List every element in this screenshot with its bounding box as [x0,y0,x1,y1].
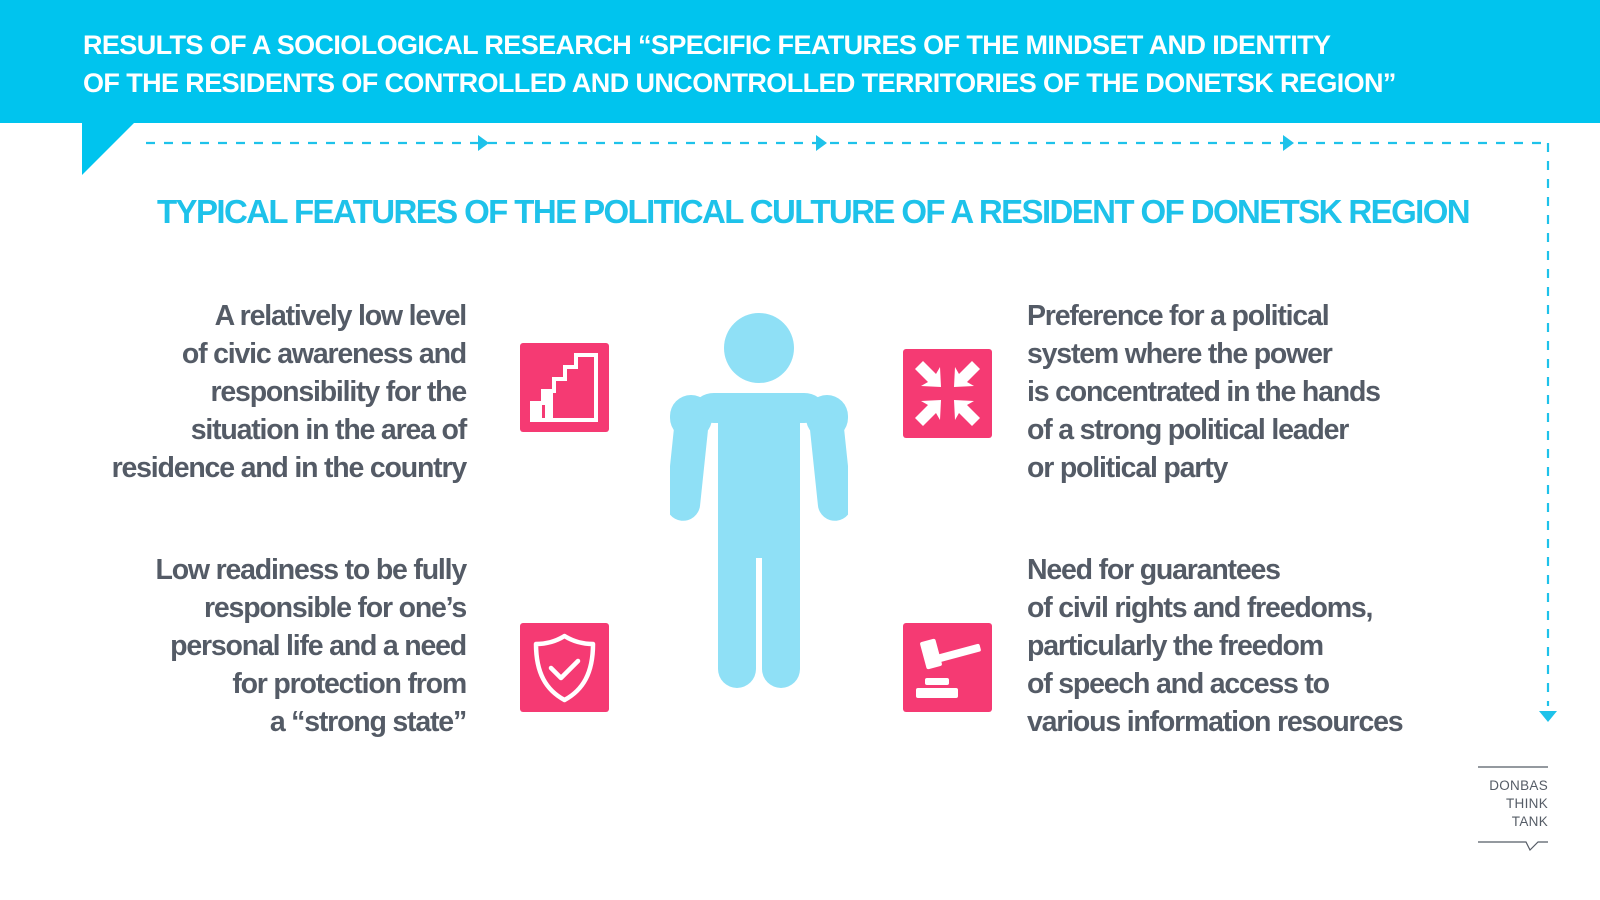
feature-line: various information resources [1027,706,1404,738]
logo-text: DONBAS THINK TANK [1489,777,1548,831]
flow-arrow-icon [816,135,827,151]
section-title: TYPICAL FEATURES OF THE POLITICAL CULTUR… [157,193,1471,230]
feature-line: of civil rights and freedoms, [1027,592,1373,624]
feature-line: of a strong political leader [1027,414,1349,446]
donbas-think-tank-logo: DONBAS THINK TANK [1478,766,1548,856]
feature-line: of civic awareness and [181,338,467,370]
feature-line: Preference for a political [1027,300,1330,332]
flow-arrow-icon [478,135,489,151]
gavel-icon [903,623,992,712]
logo-line: TANK [1511,814,1548,829]
feature-line: of speech and access to [1027,668,1330,700]
shield-check-icon [520,623,609,712]
feature-line: situation in the area of [190,414,467,446]
header-banner: RESULTS OF A SOCIOLOGICAL RESEARCH “SPEC… [0,0,1600,123]
feature-line: responsible for one’s [204,592,467,624]
feature-line: residence and in the country [111,452,468,484]
feature-line: Low readiness to be fully [155,554,468,586]
header-title: RESULTS OF A SOCIOLOGICAL RESEARCH “SPEC… [83,26,1533,102]
converging-arrows-icon [903,349,992,438]
feature-line: Need for guarantees [1027,554,1281,586]
feature-line: responsibility for the [210,376,468,408]
feature-civil-rights: Need for guarantees of civil rights and … [1027,551,1404,741]
logo-line: DONBAS [1489,778,1548,793]
feature-line: personal life and a need [170,630,467,662]
header-title-line: OF THE RESIDENTS OF CONTROLLED AND UNCON… [83,68,1396,98]
flow-arrow-icon [1283,135,1294,151]
feature-line: A relatively low level [214,300,468,332]
flow-arrow-down-icon [1539,711,1557,722]
header-title-line: RESULTS OF A SOCIOLOGICAL RESEARCH “SPEC… [83,30,1331,60]
banner-notch [82,123,134,175]
feature-line: for protection from [232,668,467,700]
feature-strong-state: Low readiness to be fully responsible fo… [155,551,468,741]
feature-line: a “strong state” [269,706,467,738]
feature-strong-leader: Preference for a political system where … [1027,297,1381,487]
feature-civic-awareness: A relatively low level of civic awarenes… [111,297,468,487]
feature-line: system where the power [1027,338,1333,370]
person-icon [670,313,848,688]
logo-line: THINK [1506,796,1548,811]
feature-line: particularly the freedom [1027,630,1324,662]
feature-line: or political party [1027,452,1228,484]
rising-steps-icon [520,343,609,432]
feature-line: is concentrated in the hands [1027,376,1381,408]
